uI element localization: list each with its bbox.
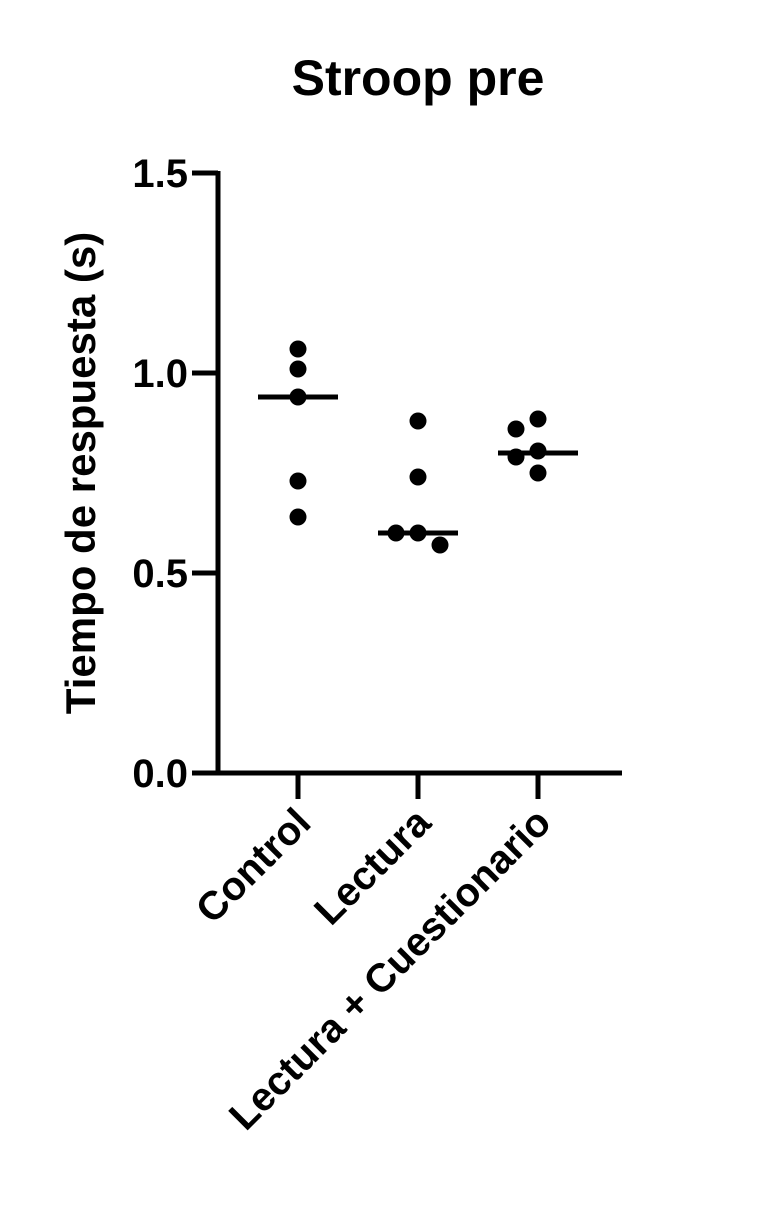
data-point [431, 536, 449, 554]
data-point [409, 412, 427, 430]
data-point [289, 340, 307, 358]
chart-title: Stroop pre [292, 50, 545, 106]
y-tick-label: 1.0 [132, 352, 188, 396]
y-axis-label: Tiempo de respuesta (s) [57, 232, 104, 714]
data-point [529, 464, 547, 482]
x-category-label: Control [188, 800, 320, 932]
data-point [289, 472, 307, 490]
data-point [409, 468, 427, 486]
data-point [507, 420, 525, 438]
data-point [289, 360, 307, 378]
median-lines [258, 394, 578, 536]
data-point [289, 508, 307, 526]
y-tick-label: 0.0 [132, 752, 188, 796]
y-ticks: 0.0 0.5 1.0 1.5 [132, 152, 218, 796]
y-tick-label: 0.5 [132, 552, 188, 596]
data-points [289, 340, 547, 554]
data-point [529, 410, 547, 428]
y-tick-label: 1.5 [132, 152, 188, 196]
